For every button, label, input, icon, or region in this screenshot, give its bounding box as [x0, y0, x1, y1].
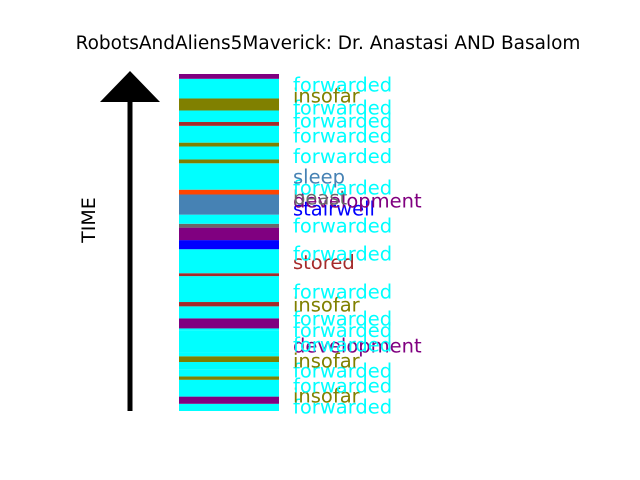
label-forwarded: forwarded — [293, 176, 392, 199]
y-axis-label: TIME — [78, 197, 100, 244]
segment-forwarded — [179, 163, 279, 190]
label-insofar: insofar — [293, 385, 361, 408]
label-forwarded: forwarded — [293, 215, 392, 238]
label-forwarded: forwarded — [293, 74, 392, 97]
segment-forwarded — [179, 306, 279, 319]
segment-forwarded — [179, 276, 279, 279]
segment-insofar — [179, 376, 279, 380]
timeline-labels: forwardedinsofarforwardedforwardedinsofa… — [293, 74, 422, 419]
segment-forwarded — [179, 352, 279, 357]
label-insofar: insofar — [293, 350, 361, 373]
label-forwarded: forwarded — [293, 97, 392, 120]
label-forwarded: forwarded — [293, 281, 392, 304]
segment-forwarded — [179, 146, 279, 160]
label-stored: stored — [293, 251, 355, 274]
label-forwarded: forwarded — [293, 360, 392, 383]
segment-stored — [179, 273, 279, 277]
segment-development — [179, 396, 279, 404]
label-forwarded: forwarded — [293, 110, 392, 133]
segment-forwarded — [179, 403, 279, 411]
segment-forwarded — [179, 125, 279, 143]
label-forwarded: forwarded — [293, 319, 392, 342]
segment-forwarded — [179, 214, 279, 224]
segment-forwarded — [179, 362, 279, 370]
segment-forwarded — [179, 330, 279, 353]
label-forwarded: forwarded — [293, 124, 392, 147]
label-forwarded: forwarded — [293, 396, 392, 419]
segment-development — [179, 227, 279, 241]
label-forwarded: forwarded — [293, 375, 392, 398]
label-forwarded: forwarded — [293, 243, 392, 266]
segment-insofar — [179, 159, 279, 164]
label-forwarded: forwarded — [293, 333, 392, 356]
label-forwarded: forwarded — [293, 145, 392, 168]
segment-insofar — [179, 356, 279, 363]
segment-stored — [179, 302, 279, 307]
segment-forwarded — [179, 369, 279, 377]
segment-forwarded — [179, 110, 279, 122]
segment-stored — [179, 122, 279, 126]
label-development: development — [293, 189, 422, 212]
label-development: development — [293, 335, 422, 358]
label-sleep: sleep — [293, 166, 345, 189]
segment-forwarded — [179, 249, 279, 274]
segment-beast — [179, 223, 279, 228]
segment-development — [179, 74, 279, 79]
label-beast: beast — [293, 186, 347, 209]
segment-other — [179, 189, 279, 195]
label-insofar: insofar — [293, 293, 361, 316]
segment-sleep — [179, 194, 279, 215]
segment-forwarded — [179, 278, 279, 303]
time-arrow-head — [100, 71, 160, 102]
segment-insofar — [179, 142, 279, 147]
segment-forwarded — [179, 78, 279, 99]
label-insofar: insofar — [293, 85, 361, 108]
timeline-bars — [179, 74, 279, 411]
segment-forwarded — [179, 379, 279, 397]
segment-stairwell — [179, 240, 279, 250]
label-forwarded: forwarded — [293, 307, 392, 330]
segment-insofar — [179, 98, 279, 111]
segment-development — [179, 318, 279, 329]
segment-forwarded — [179, 328, 279, 331]
label-stairwell: stairwell — [293, 197, 375, 220]
chart-title: RobotsAndAliens5Maverick: Dr. Anastasi A… — [76, 33, 581, 54]
